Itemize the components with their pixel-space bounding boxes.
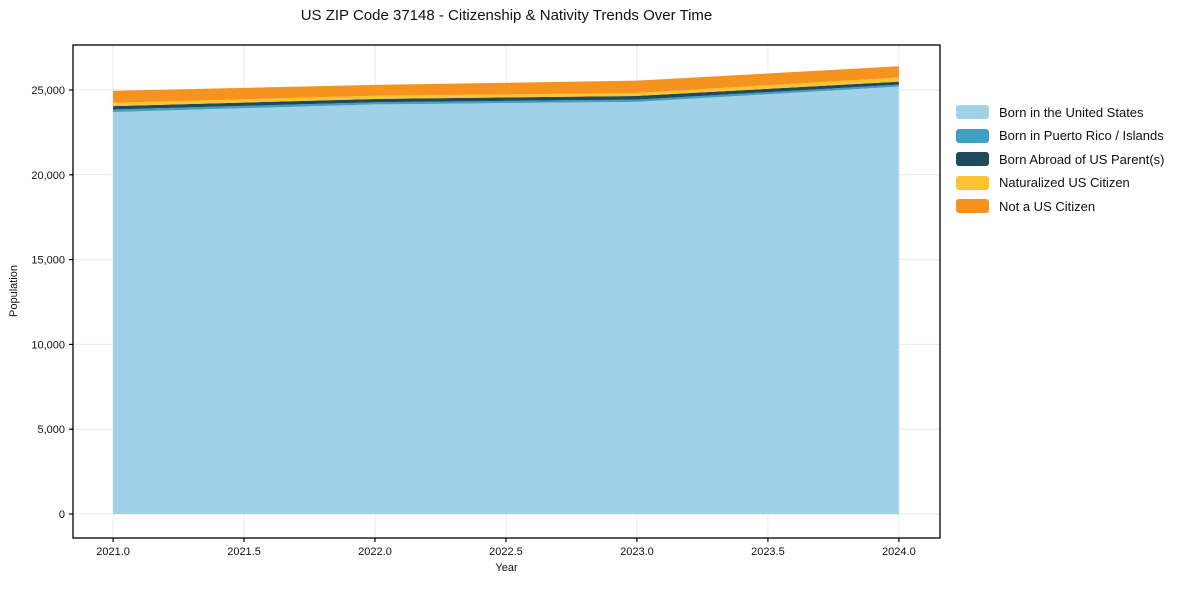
x-tick-label: 2021.5 — [227, 546, 261, 558]
legend-item-3: Naturalized US Citizen — [956, 175, 1164, 190]
legend-swatch-icon — [956, 128, 989, 143]
legend: Born in the United States Born in Puerto … — [956, 105, 1164, 223]
x-tick-label: 2022.5 — [489, 546, 523, 558]
legend-label: Born in Puerto Rico / Islands — [999, 128, 1164, 143]
legend-label: Not a US Citizen — [999, 198, 1096, 214]
y-tick-label: 15,000 — [31, 255, 65, 267]
legend-item-4: Not a US Citizen — [956, 198, 1164, 214]
legend-item-2: Born Abroad of US Parent(s) — [956, 151, 1165, 167]
legend-label: Naturalized US Citizen — [999, 175, 1130, 190]
y-tick-label: 0 — [59, 509, 65, 521]
x-tick-label: 2022.0 — [358, 546, 392, 558]
legend-label: Born in the United States — [999, 104, 1144, 120]
legend-item-0: Born in the United States — [956, 104, 1164, 120]
legend-swatch-icon — [956, 199, 989, 213]
x-tick-label: 2023.0 — [620, 546, 654, 558]
area-series-1 — [113, 84, 899, 113]
legend-label: Born Abroad of US Parent(s) — [999, 151, 1165, 167]
x-axis-label: Year — [495, 562, 518, 574]
legend-swatch-icon — [956, 105, 989, 119]
area-series-2 — [113, 81, 899, 110]
area-series-3 — [113, 77, 899, 107]
y-tick-label: 20,000 — [31, 170, 65, 182]
x-tick-label: 2024.0 — [882, 546, 916, 558]
area-series-4 — [113, 66, 899, 103]
y-tick-label: 10,000 — [31, 339, 65, 351]
legend-item-1: Born in Puerto Rico / Islands — [956, 128, 1164, 143]
y-tick-label: 5,000 — [37, 424, 65, 436]
x-tick-label: 2021.0 — [96, 546, 130, 558]
x-tick-label: 2023.5 — [751, 546, 785, 558]
y-tick-label: 25,000 — [31, 85, 65, 97]
y-axis-label: Population — [8, 265, 20, 317]
chart-title: US ZIP Code 37148 - Citizenship & Nativi… — [300, 7, 713, 24]
legend-swatch-icon — [956, 175, 989, 190]
legend-swatch-icon — [956, 152, 989, 166]
area-series-0 — [113, 86, 899, 515]
